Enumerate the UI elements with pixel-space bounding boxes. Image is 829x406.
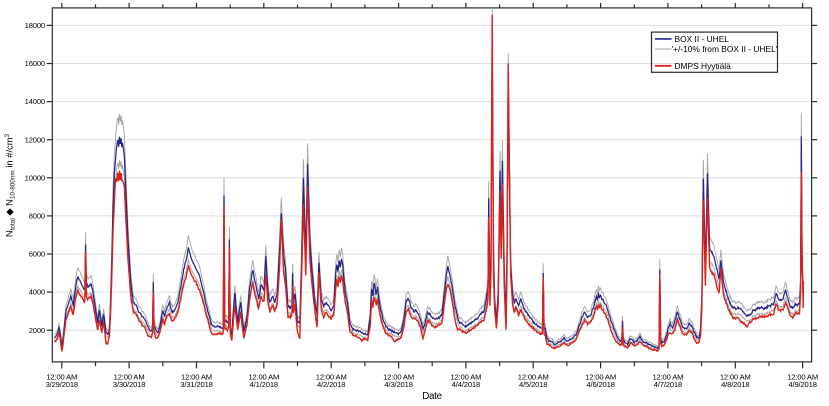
svg-text:4/8/2018: 4/8/2018	[721, 380, 749, 389]
svg-text:12:00 AM: 12:00 AM	[114, 372, 145, 381]
svg-text:16000: 16000	[25, 59, 45, 68]
svg-text:8000: 8000	[29, 212, 45, 221]
svg-text:18000: 18000	[25, 21, 45, 30]
svg-text:Date: Date	[422, 391, 442, 401]
svg-text:6000: 6000	[29, 250, 45, 259]
svg-text:4000: 4000	[29, 288, 45, 297]
svg-text:4/6/2018: 4/6/2018	[586, 380, 614, 389]
svg-text:DMPS Hyytiälä: DMPS Hyytiälä	[675, 61, 732, 71]
svg-text:4/7/2018: 4/7/2018	[654, 380, 682, 389]
svg-text:4/9/2018: 4/9/2018	[788, 380, 816, 389]
svg-text:12:00 AM: 12:00 AM	[181, 372, 212, 381]
svg-text:BOX II - UHEL: BOX II - UHEL	[675, 34, 730, 44]
svg-text:12:00 AM: 12:00 AM	[787, 372, 818, 381]
svg-text:4/3/2018: 4/3/2018	[384, 380, 412, 389]
svg-text:2000: 2000	[29, 326, 45, 335]
svg-text:Ntotal ◆ N10-800nm in #/cm3: Ntotal ◆ N10-800nm in #/cm3	[3, 133, 16, 237]
svg-text:14000: 14000	[25, 97, 45, 106]
svg-text:12:00 AM: 12:00 AM	[518, 372, 549, 381]
svg-text:'+/-10% from BOX II - UHEL': '+/-10% from BOX II - UHEL'	[672, 44, 778, 54]
svg-text:4/1/2018: 4/1/2018	[250, 380, 278, 389]
svg-text:3/29/2018: 3/29/2018	[46, 380, 78, 389]
svg-text:12:00 AM: 12:00 AM	[652, 372, 683, 381]
svg-text:12:00 AM: 12:00 AM	[46, 372, 77, 381]
svg-text:12:00 AM: 12:00 AM	[720, 372, 751, 381]
svg-text:12:00 AM: 12:00 AM	[585, 372, 616, 381]
svg-text:4/2/2018: 4/2/2018	[317, 380, 345, 389]
svg-text:4/5/2018: 4/5/2018	[519, 380, 547, 389]
svg-text:12:00 AM: 12:00 AM	[316, 372, 347, 381]
svg-text:3/30/2018: 3/30/2018	[113, 380, 145, 389]
svg-text:12:00 AM: 12:00 AM	[383, 372, 414, 381]
svg-text:10000: 10000	[25, 173, 45, 182]
svg-text:12000: 12000	[25, 135, 45, 144]
svg-text:12:00 AM: 12:00 AM	[248, 372, 279, 381]
svg-text:4/4/2018: 4/4/2018	[452, 380, 480, 389]
svg-text:12:00 AM: 12:00 AM	[450, 372, 481, 381]
svg-text:3/31/2018: 3/31/2018	[180, 380, 212, 389]
